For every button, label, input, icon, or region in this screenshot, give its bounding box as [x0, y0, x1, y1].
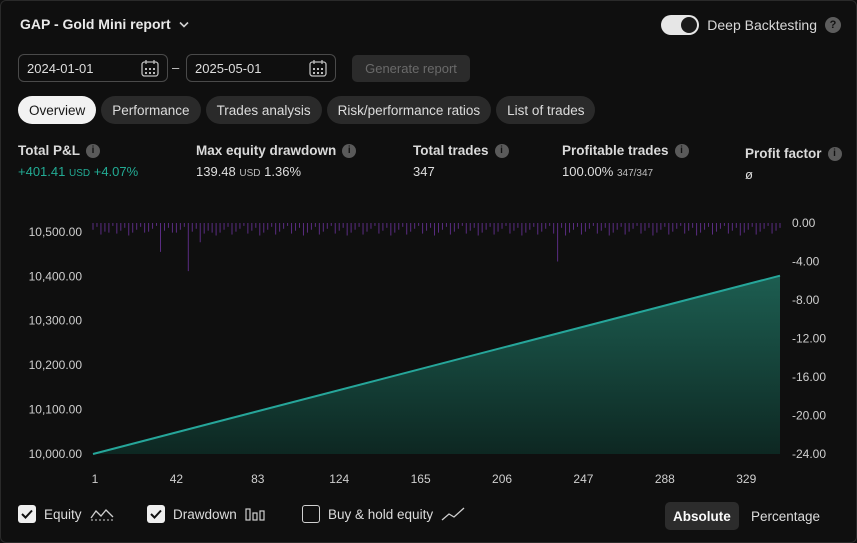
- equity-line: [92, 274, 781, 455]
- legend-drawdown[interactable]: Drawdown: [147, 505, 265, 523]
- metric-label: Total P&L: [18, 143, 80, 158]
- drawdown-bars: [92, 223, 781, 272]
- start-date-input[interactable]: 2024-01-01: [18, 54, 168, 82]
- x-tick-label: 288: [655, 472, 675, 486]
- y-tick-label-right: -24.00: [792, 447, 826, 461]
- legend-buy-hold[interactable]: Buy & hold equity: [302, 505, 465, 523]
- calendar-icon[interactable]: [141, 59, 159, 77]
- total-pnl-value: +401.41: [18, 164, 66, 179]
- tab-risk-performance-ratios[interactable]: Risk/performance ratios: [326, 96, 492, 124]
- tab-performance[interactable]: Performance: [101, 96, 201, 124]
- chevron-down-icon: [179, 21, 189, 28]
- date-separator: –: [172, 60, 180, 75]
- deep-backtesting-label: Deep Backtesting: [707, 17, 817, 33]
- profitable-trades-value: 100.00%: [562, 164, 614, 179]
- drawdown-bars-icon: [245, 508, 265, 521]
- report-title: GAP - Gold Mini report: [20, 16, 171, 32]
- legend-buy-hold-label: Buy & hold equity: [328, 506, 434, 522]
- max-drawdown-unit: USD: [239, 168, 261, 179]
- max-drawdown-percent: 1.36%: [264, 164, 302, 179]
- y-tick-label-left: 10,100.00: [29, 403, 83, 417]
- start-date-value: 2024-01-01: [27, 60, 94, 76]
- end-date-value: 2025-05-01: [195, 60, 262, 76]
- info-icon[interactable]: i: [342, 143, 357, 158]
- profit-factor-value: ø: [745, 167, 753, 182]
- y-tick-label-right: -4.00: [792, 255, 820, 269]
- max-drawdown-value: 139.48: [196, 164, 236, 179]
- equity-line-icon: [90, 509, 113, 521]
- y-tick-label-right: 0.00: [792, 216, 816, 230]
- x-tick-label: 1: [92, 472, 99, 486]
- checkbox-unchecked[interactable]: [302, 505, 320, 523]
- y-tick-label-right: -8.00: [792, 293, 820, 307]
- toggle-knob: [681, 17, 698, 33]
- metric-profit-factor: Profit factor i ø: [745, 146, 842, 182]
- calendar-icon[interactable]: [309, 59, 327, 77]
- profitable-trades-ratio: 347/347: [616, 168, 654, 179]
- legend-equity[interactable]: Equity: [18, 505, 114, 523]
- equity-area: [92, 274, 781, 455]
- legend-equity-label: Equity: [44, 506, 82, 522]
- metric-label: Profitable trades: [562, 143, 669, 158]
- info-icon[interactable]: i: [674, 143, 689, 158]
- y-tick-label-right: -12.00: [792, 332, 826, 346]
- y-axis-left: 10,500.00 10,400.00 10,300.00 10,200.00 10,1…: [29, 225, 83, 461]
- y-tick-label-left: 10,400.00: [29, 269, 83, 283]
- total-pnl-unit: USD: [68, 168, 91, 179]
- x-tick-label: 247: [573, 472, 593, 486]
- x-tick-label: 83: [251, 472, 265, 486]
- info-icon[interactable]: i: [827, 146, 842, 161]
- generate-report-button[interactable]: Generate report: [352, 55, 470, 82]
- deep-backtesting-toggle[interactable]: [661, 15, 700, 35]
- y-tick-label-left: 10,000.00: [29, 447, 83, 461]
- absolute-mode-button[interactable]: Absolute: [665, 502, 739, 530]
- y-tick-label-left: 10,200.00: [29, 358, 83, 372]
- buy-hold-line-icon: [441, 507, 465, 521]
- x-tick-label: 42: [170, 472, 184, 486]
- tab-list-of-trades[interactable]: List of trades: [496, 96, 596, 124]
- total-pnl-percent: +4.07%: [93, 164, 139, 179]
- report-title-dropdown[interactable]: GAP - Gold Mini report: [20, 16, 189, 32]
- checkbox-checked[interactable]: [18, 505, 36, 523]
- info-icon[interactable]: i: [494, 143, 509, 158]
- metric-total-pnl: Total P&L i +401.41 USD +4.07%: [18, 143, 138, 179]
- x-tick-label: 329: [736, 472, 756, 486]
- y-axis-right: 0.00 -4.00 -8.00 -12.00 -16.00 -20.00 -24.00: [792, 216, 826, 461]
- x-axis: 1 42 83 124 165 206 247 288 329: [92, 472, 757, 486]
- y-tick-label-right: -16.00: [792, 370, 826, 384]
- metric-label: Total trades: [413, 143, 489, 158]
- y-tick-label-left: 10,500.00: [29, 225, 83, 239]
- legend-drawdown-label: Drawdown: [173, 506, 237, 522]
- percentage-mode-button[interactable]: Percentage: [751, 508, 821, 524]
- metric-profitable-trades: Profitable trades i 100.00% 347/347: [562, 143, 689, 179]
- info-icon[interactable]: i: [86, 143, 100, 158]
- metric-total-trades: Total trades i 347: [413, 143, 509, 179]
- metric-label: Max equity drawdown: [196, 143, 337, 158]
- question-icon[interactable]: ?: [825, 17, 841, 33]
- metric-max-drawdown: Max equity drawdown i 139.48 USD 1.36%: [196, 143, 357, 179]
- x-tick-label: 206: [492, 472, 512, 486]
- end-date-input[interactable]: 2025-05-01: [186, 54, 336, 82]
- equity-drawdown-chart[interactable]: 10,500.00 10,400.00 10,300.00 10,200.00 10,1…: [0, 205, 857, 490]
- checkbox-checked[interactable]: [147, 505, 165, 523]
- x-tick-label: 124: [329, 472, 349, 486]
- tab-trades-analysis[interactable]: Trades analysis: [205, 96, 322, 124]
- report-tabs: Overview Performance Trades analysis Ris…: [18, 96, 596, 124]
- metric-label: Profit factor: [745, 146, 822, 161]
- y-tick-label-right: -20.00: [792, 409, 826, 423]
- tab-overview[interactable]: Overview: [18, 96, 97, 124]
- total-trades-value: 347: [413, 164, 435, 179]
- y-tick-label-left: 10,300.00: [29, 314, 83, 328]
- x-tick-label: 165: [411, 472, 431, 486]
- deep-backtesting: Deep Backtesting ?: [661, 15, 841, 35]
